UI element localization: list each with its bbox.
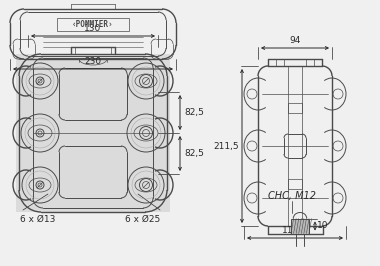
Text: ‹POMMIER›: ‹POMMIER› <box>72 20 114 29</box>
Text: 6 x Ø25: 6 x Ø25 <box>125 215 160 224</box>
Text: 94: 94 <box>289 36 301 45</box>
Text: 82,5: 82,5 <box>184 108 204 117</box>
Text: 230: 230 <box>84 57 101 66</box>
Text: 130: 130 <box>84 24 101 33</box>
Text: 211,5: 211,5 <box>214 142 239 151</box>
Bar <box>288 103 302 113</box>
Text: 116,5: 116,5 <box>282 226 308 235</box>
Bar <box>57 18 129 31</box>
Text: CHC, M12: CHC, M12 <box>268 191 316 201</box>
Bar <box>291 218 309 234</box>
Bar <box>288 179 302 189</box>
Text: 82,5: 82,5 <box>184 149 204 158</box>
Bar <box>16 54 170 212</box>
Text: 10: 10 <box>317 222 328 231</box>
Text: 6 x Ø13: 6 x Ø13 <box>20 215 55 224</box>
